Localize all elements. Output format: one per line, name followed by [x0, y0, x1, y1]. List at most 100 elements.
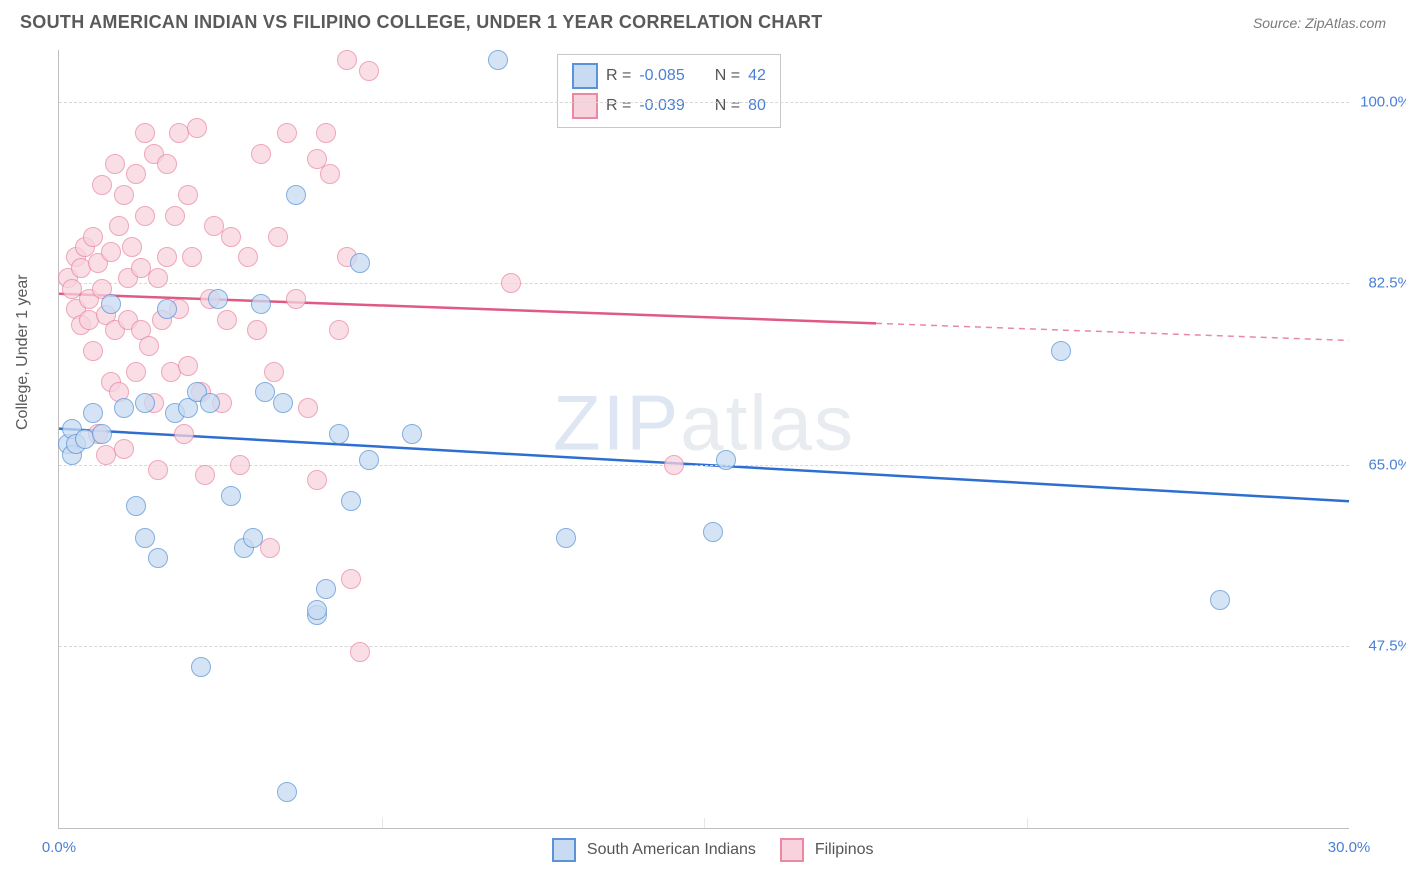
data-point-pink — [83, 227, 103, 247]
data-point-pink — [329, 320, 349, 340]
trend-line-pink-dashed — [876, 323, 1349, 340]
y-tick-label: 82.5% — [1355, 275, 1406, 292]
chart-title: SOUTH AMERICAN INDIAN VS FILIPINO COLLEG… — [20, 12, 823, 33]
swatch-pink — [572, 93, 598, 119]
data-point-pink — [187, 118, 207, 138]
data-point-blue — [114, 398, 134, 418]
data-point-pink — [157, 247, 177, 267]
data-point-blue — [148, 548, 168, 568]
data-point-pink — [251, 144, 271, 164]
data-point-blue — [329, 424, 349, 444]
data-point-pink — [109, 216, 129, 236]
data-point-pink — [230, 455, 250, 475]
data-point-pink — [501, 273, 521, 293]
data-point-pink — [238, 247, 258, 267]
data-point-pink — [114, 439, 134, 459]
gridline-h — [59, 102, 1349, 103]
data-point-blue — [135, 393, 155, 413]
stats-row-pink: R = -0.039 N = 80 — [572, 91, 766, 121]
data-point-pink — [105, 154, 125, 174]
data-point-pink — [320, 164, 340, 184]
data-point-pink — [135, 123, 155, 143]
data-point-pink — [135, 206, 155, 226]
data-point-blue — [126, 496, 146, 516]
y-tick-label: 65.0% — [1355, 456, 1406, 473]
data-point-pink — [157, 154, 177, 174]
data-point-blue — [1051, 341, 1071, 361]
data-point-blue — [191, 657, 211, 677]
legend-swatch-pink — [780, 838, 804, 862]
data-point-pink — [359, 61, 379, 81]
data-point-pink — [126, 164, 146, 184]
data-point-blue — [307, 600, 327, 620]
data-point-blue — [157, 299, 177, 319]
swatch-blue — [572, 63, 598, 89]
data-point-blue — [716, 450, 736, 470]
data-point-blue — [221, 486, 241, 506]
data-point-pink — [260, 538, 280, 558]
data-point-pink — [92, 175, 112, 195]
data-point-blue — [341, 491, 361, 511]
data-point-pink — [174, 424, 194, 444]
data-point-pink — [101, 242, 121, 262]
data-point-blue — [92, 424, 112, 444]
data-point-pink — [83, 341, 103, 361]
data-point-pink — [277, 123, 297, 143]
data-point-blue — [488, 50, 508, 70]
data-point-blue — [101, 294, 121, 314]
data-point-blue — [243, 528, 263, 548]
r-value-blue: -0.085 — [639, 67, 684, 85]
data-point-blue — [135, 528, 155, 548]
data-point-blue — [277, 782, 297, 802]
data-point-blue — [286, 185, 306, 205]
data-point-pink — [341, 569, 361, 589]
data-point-pink — [264, 362, 284, 382]
x-tick-minor — [1027, 818, 1028, 828]
n-value-pink: 80 — [748, 97, 766, 115]
legend-label-pink: Filipinos — [815, 841, 874, 858]
data-point-pink — [268, 227, 288, 247]
legend-label-blue: South American Indians — [587, 841, 756, 858]
data-point-blue — [1210, 590, 1230, 610]
y-tick-label: 100.0% — [1355, 93, 1406, 110]
data-point-pink — [195, 465, 215, 485]
data-point-pink — [148, 460, 168, 480]
source-label: Source: ZipAtlas.com — [1253, 15, 1386, 31]
gridline-h — [59, 465, 1349, 466]
data-point-pink — [182, 247, 202, 267]
series-legend: South American Indians Filipinos — [0, 838, 1406, 862]
gridline-h — [59, 283, 1349, 284]
data-point-blue — [83, 403, 103, 423]
r-value-pink: -0.039 — [639, 97, 684, 115]
data-point-pink — [307, 470, 327, 490]
data-point-blue — [273, 393, 293, 413]
data-point-blue — [556, 528, 576, 548]
data-point-blue — [208, 289, 228, 309]
data-point-pink — [165, 206, 185, 226]
data-point-pink — [298, 398, 318, 418]
data-point-pink — [148, 268, 168, 288]
data-point-pink — [221, 227, 241, 247]
data-point-pink — [178, 356, 198, 376]
stats-legend: R = -0.085 N = 42 R = -0.039 N = 80 — [557, 54, 781, 128]
data-point-pink — [126, 362, 146, 382]
data-point-pink — [139, 336, 159, 356]
data-point-pink — [122, 237, 142, 257]
data-point-pink — [286, 289, 306, 309]
data-point-blue — [200, 393, 220, 413]
y-axis-label: College, Under 1 year — [14, 274, 32, 430]
data-point-blue — [251, 294, 271, 314]
data-point-pink — [217, 310, 237, 330]
data-point-pink — [664, 455, 684, 475]
trend-lines-layer — [59, 50, 1349, 828]
data-point-blue — [402, 424, 422, 444]
n-value-blue: 42 — [748, 67, 766, 85]
data-point-blue — [703, 522, 723, 542]
y-tick-label: 47.5% — [1355, 638, 1406, 655]
data-point-pink — [337, 50, 357, 70]
chart-plot-area: ZIPatlas R = -0.085 N = 42 R = -0.039 N … — [58, 50, 1349, 829]
data-point-pink — [247, 320, 267, 340]
data-point-blue — [350, 253, 370, 273]
data-point-pink — [350, 642, 370, 662]
stats-row-blue: R = -0.085 N = 42 — [572, 61, 766, 91]
